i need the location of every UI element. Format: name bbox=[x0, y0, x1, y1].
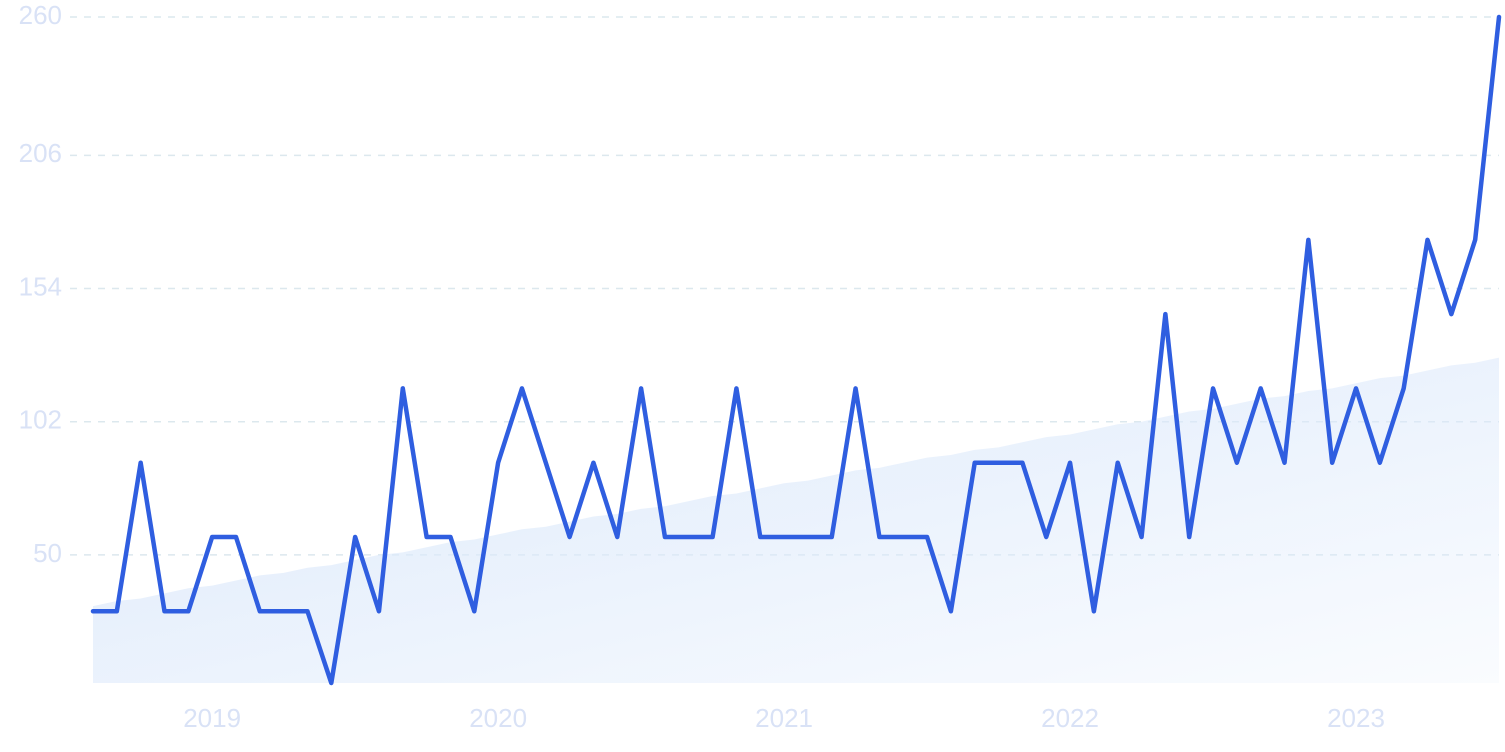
y-tick-label: 206 bbox=[19, 138, 62, 168]
x-tick-label: 2022 bbox=[1041, 703, 1099, 733]
x-tick-label: 2019 bbox=[183, 703, 241, 733]
x-tick-label: 2020 bbox=[469, 703, 527, 733]
y-tick-label: 154 bbox=[19, 271, 62, 301]
x-tick-label: 2023 bbox=[1327, 703, 1385, 733]
trend-area bbox=[93, 357, 1499, 683]
x-tick-label: 2021 bbox=[755, 703, 813, 733]
y-tick-label: 260 bbox=[19, 0, 62, 30]
y-tick-label: 102 bbox=[19, 405, 62, 435]
y-tick-label: 50 bbox=[33, 538, 62, 568]
line bbox=[90, 14, 1502, 686]
